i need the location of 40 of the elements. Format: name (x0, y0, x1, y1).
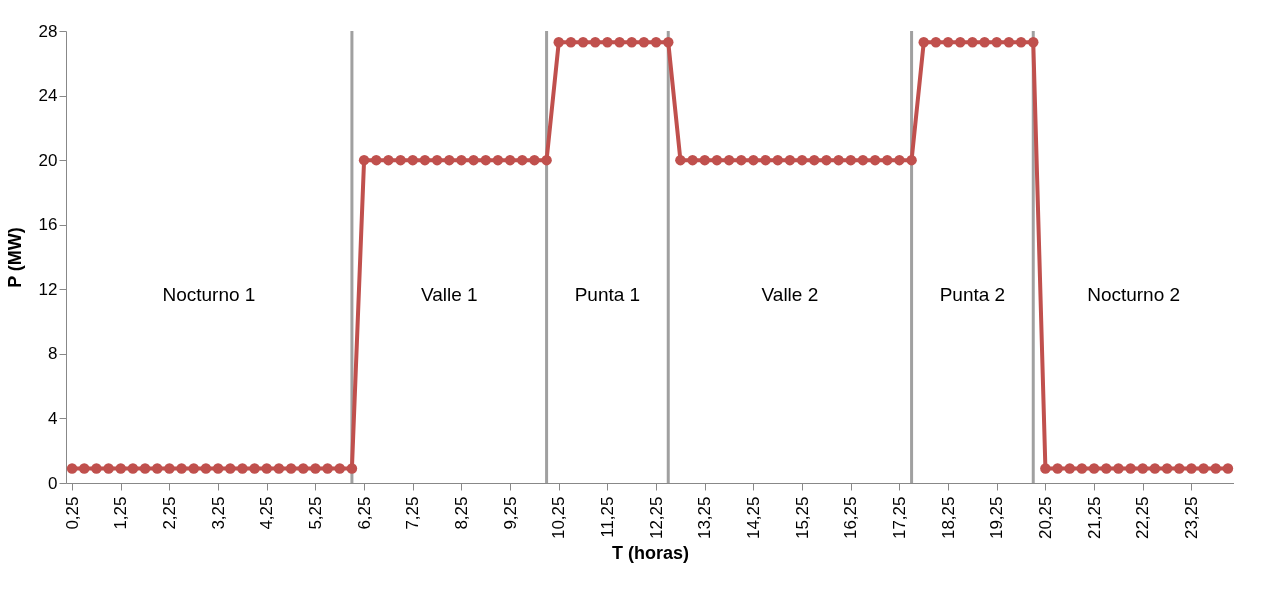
y-tick-label: 8 (48, 344, 58, 364)
x-tick-label: 23,25 (1181, 496, 1201, 540)
x-tick-label: 12,25 (646, 496, 666, 540)
x-tick-label: 9,25 (500, 496, 520, 530)
x-tick-label: 10,25 (549, 496, 569, 540)
y-tick-label: 28 (38, 21, 58, 41)
x-tick-label: 19,25 (987, 496, 1007, 540)
x-tick-label: 20,25 (1035, 496, 1055, 540)
x-tick-label: 5,25 (305, 496, 325, 530)
y-tick-label: 4 (48, 408, 58, 428)
annotation: Nocturno 1 (162, 284, 256, 306)
x-tick-label: 22,25 (1133, 496, 1153, 540)
x-tick-label: 8,25 (451, 496, 471, 530)
x-tick-label: 3,25 (208, 496, 228, 530)
x-tick-label: 2,25 (159, 496, 179, 530)
x-tick-label: 7,25 (403, 496, 423, 530)
y-tick-label: 24 (38, 86, 58, 106)
annotation: Valle 2 (761, 284, 819, 306)
x-tick-label: 16,25 (841, 496, 861, 540)
y-tick-label: 12 (38, 279, 58, 299)
x-tick-label: 11,25 (597, 496, 617, 538)
annotation: Punta 1 (574, 284, 641, 306)
x-tick-label: 17,25 (889, 496, 909, 540)
x-tick-label: 14,25 (743, 496, 763, 540)
x-tick-label: 15,25 (792, 496, 812, 540)
x-tick-label: 1,25 (111, 496, 131, 530)
x-axis-title: T (horas) (611, 543, 690, 564)
y-tick-label: 0 (48, 473, 58, 493)
x-tick-label: 0,25 (62, 496, 82, 530)
x-tick-label: 13,25 (695, 496, 715, 540)
x-tick-label: 21,25 (1084, 496, 1104, 540)
x-tick-label: 18,25 (938, 496, 958, 540)
y-tick-label: 16 (38, 215, 58, 235)
y-tick-label: 20 (38, 150, 58, 170)
annotation: Valle 1 (420, 284, 478, 306)
annotation: Punta 2 (939, 284, 1006, 306)
y-axis-title: P (MW) (4, 227, 25, 288)
x-tick-label: 4,25 (257, 496, 277, 530)
x-tick-label: 6,25 (354, 496, 374, 530)
annotation: Nocturno 2 (1087, 284, 1181, 306)
